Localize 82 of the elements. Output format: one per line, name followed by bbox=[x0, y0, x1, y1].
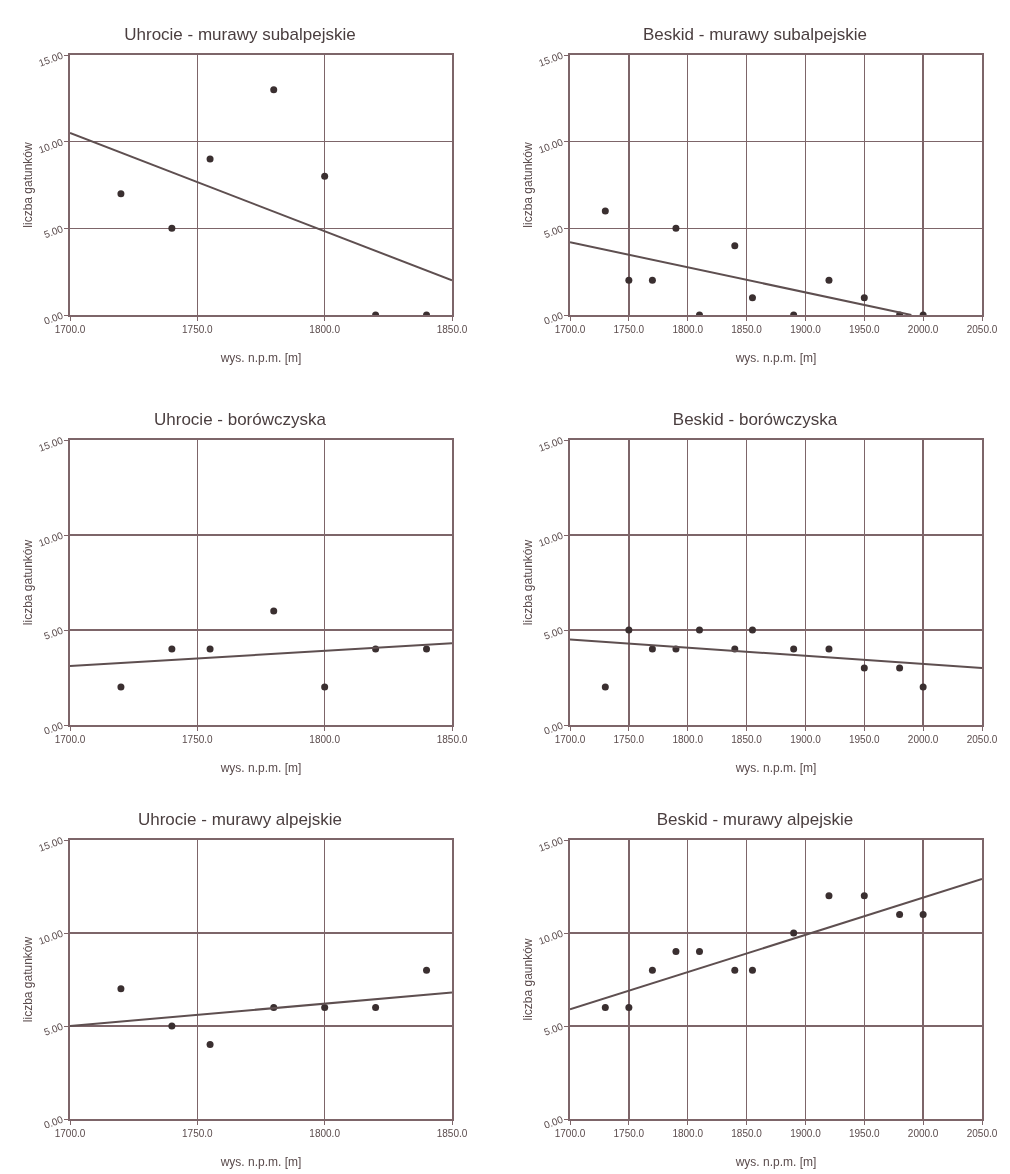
x-tick-label: 1700.0 bbox=[554, 324, 586, 335]
point bbox=[601, 683, 609, 691]
x-tick-label: 1800.0 bbox=[672, 1128, 704, 1139]
y-axis-title: liczba gatunków bbox=[521, 539, 536, 626]
chart-title: Beskid - murawy subalpejskie bbox=[643, 24, 867, 44]
y-tick-label: 15.00 bbox=[37, 834, 65, 854]
y-axis-title: liczba gatunków bbox=[21, 141, 36, 228]
y-tick-label: 10.00 bbox=[537, 529, 565, 549]
x-axis-title: wys. n.p.m. [m] bbox=[219, 761, 302, 775]
x-tick-label: 1950.0 bbox=[848, 324, 881, 335]
y-axis-title: liczba gatunków bbox=[21, 539, 36, 626]
x-tick-label: 1750.0 bbox=[182, 734, 214, 745]
x-tick-label: 1850.0 bbox=[731, 1128, 763, 1139]
x-axis-title: wys. n.p.m. [m] bbox=[734, 351, 817, 365]
y-tick-label: 5.00 bbox=[542, 1020, 565, 1038]
x-tick-label: 1700.0 bbox=[554, 1128, 586, 1139]
point bbox=[648, 645, 656, 653]
x-tick-label: 2000.0 bbox=[907, 734, 939, 745]
x-tick-label: 1950.0 bbox=[848, 1128, 881, 1139]
chart-title: Uhrocie - murawy subalpejskie bbox=[124, 24, 356, 44]
point bbox=[625, 626, 633, 634]
x-tick-label: 1700.0 bbox=[554, 734, 586, 745]
x-tick-label: 1750.0 bbox=[613, 324, 645, 335]
y-tick-label: 5.00 bbox=[542, 222, 565, 241]
y-axis-title: liczba gatunków bbox=[21, 936, 36, 1023]
y-tick-label: 10.00 bbox=[537, 927, 565, 947]
x-tick-label: 1900.0 bbox=[790, 1128, 822, 1139]
x-axis-title: wys. n.p.m. [m] bbox=[734, 1155, 817, 1169]
x-axis-title: wys. n.p.m. [m] bbox=[734, 761, 817, 775]
x-tick-label: 1750.0 bbox=[613, 1128, 645, 1139]
x-tick-label: 2050.0 bbox=[966, 734, 998, 745]
y-tick-label: 10.00 bbox=[37, 529, 65, 549]
x-tick-label: 1900.0 bbox=[790, 324, 822, 335]
x-tick-label: 1800.0 bbox=[309, 324, 341, 335]
y-tick-label: 15.00 bbox=[37, 49, 65, 69]
y-tick-label: 5.00 bbox=[42, 624, 65, 642]
point bbox=[825, 645, 833, 653]
point bbox=[695, 626, 703, 634]
x-tick-label: 1700.0 bbox=[54, 1128, 86, 1139]
point bbox=[919, 683, 927, 691]
x-tick-label: 2000.0 bbox=[907, 324, 939, 335]
point bbox=[790, 645, 798, 653]
y-tick-label: 15.00 bbox=[537, 434, 565, 454]
x-axis-title: wys. n.p.m. [m] bbox=[219, 1155, 302, 1169]
chart-title: Beskid - murawy alpejskie bbox=[656, 810, 854, 830]
x-tick-label: 1850.0 bbox=[436, 324, 468, 335]
x-tick-label: 2050.0 bbox=[966, 1128, 998, 1139]
x-tick-label: 1950.0 bbox=[848, 734, 881, 745]
y-tick-label: 10.00 bbox=[37, 136, 65, 156]
x-tick-label: 1700.0 bbox=[54, 734, 86, 745]
y-tick-label: 10.00 bbox=[37, 927, 65, 947]
x-tick-label: 1900.0 bbox=[790, 734, 822, 745]
x-tick-label: 1850.0 bbox=[731, 324, 763, 335]
y-tick-label: 5.00 bbox=[42, 222, 65, 241]
x-tick-label: 1850.0 bbox=[436, 1128, 468, 1139]
x-tick-label: 2000.0 bbox=[907, 1128, 939, 1139]
y-tick-label: 5.00 bbox=[542, 624, 565, 642]
x-tick-label: 1750.0 bbox=[613, 734, 645, 745]
x-tick-label: 1800.0 bbox=[672, 734, 704, 745]
x-tick-label: 1700.0 bbox=[54, 324, 86, 335]
x-tick-label: 2050.0 bbox=[966, 324, 998, 335]
point bbox=[748, 626, 756, 634]
y-axis-title: liczba gatunków bbox=[521, 141, 536, 228]
point bbox=[896, 664, 904, 672]
y-tick-label: 15.00 bbox=[37, 434, 65, 454]
y-tick-label: 5.00 bbox=[42, 1020, 65, 1038]
x-tick-label: 1850.0 bbox=[436, 734, 468, 745]
y-tick-label: 10.00 bbox=[537, 136, 565, 156]
x-tick-label: 1800.0 bbox=[309, 734, 341, 745]
point bbox=[860, 664, 868, 672]
chart-title: Beskid - borówczyska bbox=[672, 410, 838, 430]
x-tick-label: 1800.0 bbox=[309, 1128, 341, 1139]
x-tick-label: 1750.0 bbox=[182, 324, 214, 335]
chart-title: Uhrocie - murawy alpejskie bbox=[137, 810, 343, 830]
y-axis-title: liczba gaunków bbox=[521, 938, 536, 1021]
x-tick-label: 1850.0 bbox=[731, 734, 763, 745]
chart-title: Uhrocie - borówczyska bbox=[154, 410, 327, 430]
y-tick-label: 15.00 bbox=[537, 49, 565, 69]
x-tick-label: 1750.0 bbox=[182, 1128, 214, 1139]
x-axis-title: wys. n.p.m. [m] bbox=[219, 351, 302, 365]
x-tick-label: 1800.0 bbox=[672, 324, 704, 335]
y-tick-label: 15.00 bbox=[537, 834, 565, 854]
